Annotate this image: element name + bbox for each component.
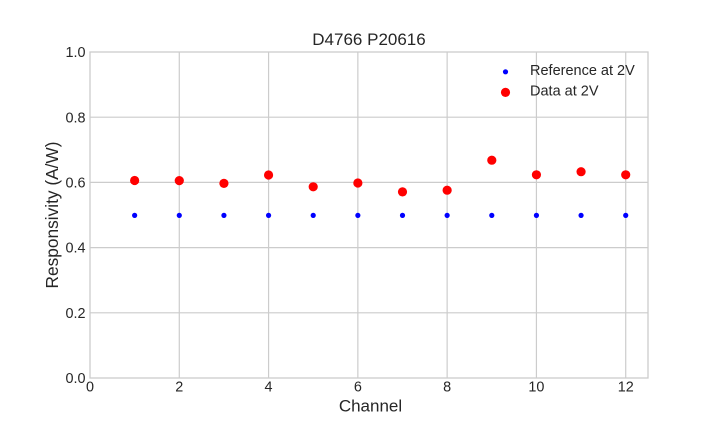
svg-text:12: 12 (618, 380, 634, 396)
svg-text:0.8: 0.8 (65, 110, 85, 126)
svg-text:6: 6 (354, 380, 362, 396)
svg-text:8: 8 (443, 380, 451, 396)
svg-text:Channel: Channel (339, 396, 402, 415)
svg-text:4: 4 (265, 380, 273, 396)
svg-text:0: 0 (86, 380, 94, 396)
svg-text:0.2: 0.2 (65, 306, 85, 322)
svg-text:10: 10 (528, 380, 544, 396)
svg-text:D4766 P20616: D4766 P20616 (312, 30, 425, 49)
svg-text:Responsivity (A/W): Responsivity (A/W) (42, 142, 62, 289)
svg-text:0.0: 0.0 (65, 371, 85, 387)
svg-text:Reference at 2V: Reference at 2V (530, 63, 635, 79)
svg-text:Data at 2V: Data at 2V (530, 84, 599, 100)
svg-text:2: 2 (175, 380, 183, 396)
svg-text:1.0: 1.0 (65, 45, 85, 61)
svg-text:0.6: 0.6 (65, 176, 85, 192)
svg-text:0.4: 0.4 (65, 241, 85, 257)
